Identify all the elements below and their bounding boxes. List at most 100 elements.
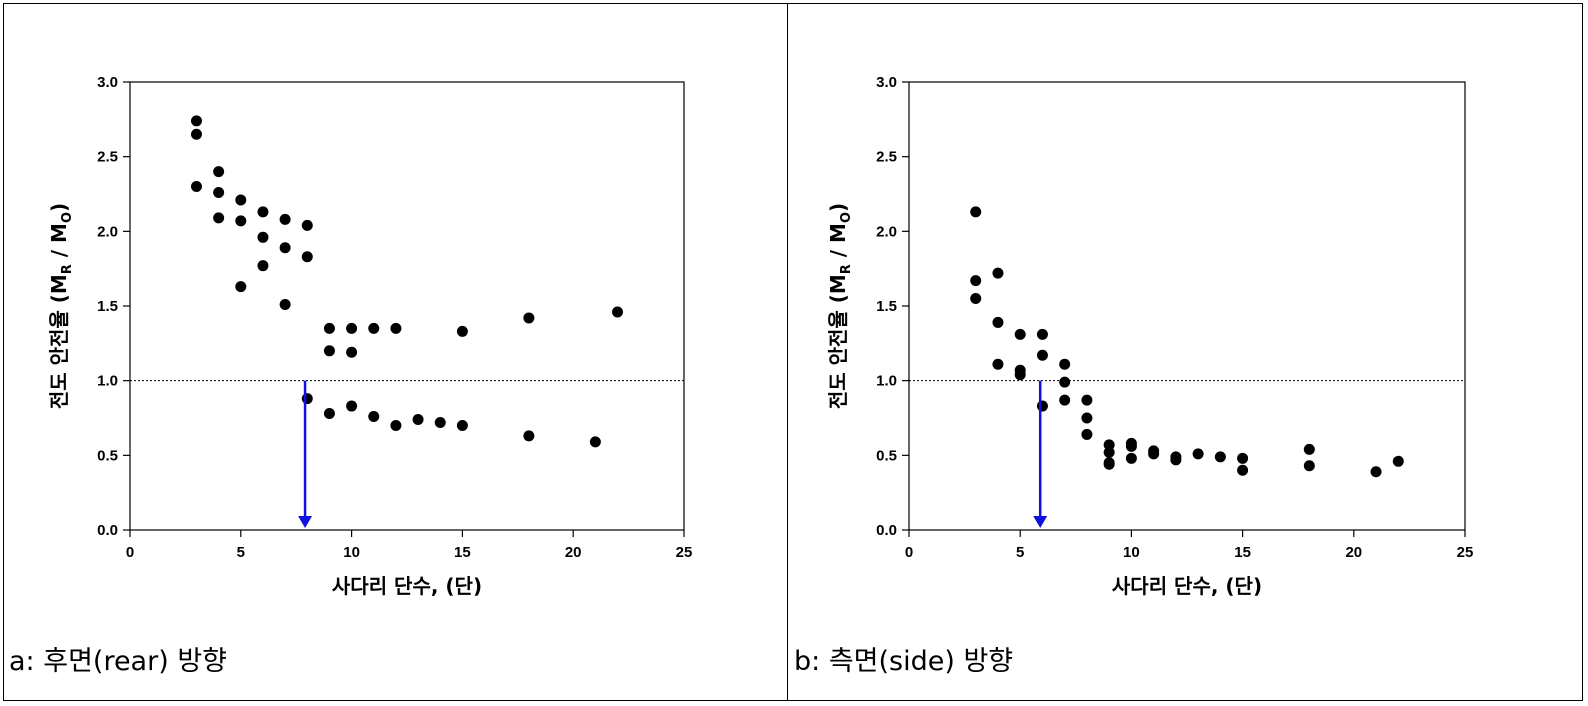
panel-b: 0 5 10 15 20 25 0.0 0.5 1.0 1.5 2.0 2.5 3.0 사다리 단수, (… <box>787 3 1583 701</box>
x-tick-label: 15 <box>454 544 471 561</box>
y-tick-label: 2.5 <box>97 149 118 166</box>
data-point <box>235 215 247 227</box>
data-point <box>301 219 313 231</box>
data-point <box>213 166 225 178</box>
data-point <box>301 251 313 263</box>
data-point <box>257 231 269 243</box>
data-point <box>1237 452 1249 464</box>
data-point <box>612 306 624 318</box>
data-point <box>992 316 1004 328</box>
x-tick-label: 20 <box>565 544 582 561</box>
data-point <box>1036 349 1048 361</box>
x-axis-title: 사다리 단수, (단) <box>332 574 482 598</box>
data-point <box>257 260 269 272</box>
chart-a: 0 5 10 15 20 25 0.0 0.5 1.0 1.5 2.0 2.5 3.0 사다리 단수, (… <box>47 74 693 598</box>
y-tick-label: 2.5 <box>876 149 897 166</box>
x-tick-label: 20 <box>1345 544 1362 561</box>
y-axis-title: 전도 안전율 (MR / MO) <box>47 203 75 409</box>
data-point <box>456 325 468 337</box>
data-point <box>190 128 202 140</box>
data-point <box>390 322 402 334</box>
y-tick-label: 3.0 <box>876 74 897 91</box>
chart-b: 0 5 10 15 20 25 0.0 0.5 1.0 1.5 2.0 2.5 3.0 사다리 단수, (… <box>826 74 1474 598</box>
data-point <box>1303 443 1315 455</box>
y-tick-label: 1.5 <box>876 298 897 315</box>
y-axis-title: 전도 안전율 (MR / MO) <box>826 203 854 409</box>
data-point <box>390 419 402 431</box>
data-point <box>1059 394 1071 406</box>
data-point <box>235 194 247 206</box>
data-point <box>523 430 535 442</box>
data-point <box>1014 328 1026 340</box>
data-point <box>1103 446 1115 458</box>
x-tick-label: 25 <box>676 544 693 561</box>
data-point <box>323 345 335 357</box>
data-point <box>1036 400 1048 412</box>
data-point <box>1214 451 1226 463</box>
data-point <box>323 408 335 420</box>
y-tick-label: 1.0 <box>97 373 118 390</box>
data-point <box>1036 328 1048 340</box>
caption-a: a: 후면(rear) 방향 <box>9 646 227 677</box>
y-tick-label: 0.5 <box>97 447 118 464</box>
data-point <box>346 322 358 334</box>
data-point <box>1081 428 1093 440</box>
y-tick-label: 0.0 <box>97 522 118 539</box>
data-point <box>992 267 1004 279</box>
data-point <box>1370 466 1382 478</box>
data-point <box>257 206 269 218</box>
data-point <box>213 212 225 224</box>
data-point <box>1237 464 1249 476</box>
data-point <box>1103 458 1115 470</box>
x-tick-label: 25 <box>1457 544 1474 561</box>
caption-b: b: 측면(side) 방향 <box>794 646 1014 677</box>
x-tick-label: 0 <box>126 544 134 561</box>
y-tick-label: 0.0 <box>876 522 897 539</box>
arrow-head <box>1033 516 1048 528</box>
data-point <box>368 411 380 423</box>
data-point <box>434 416 446 428</box>
data-point <box>279 213 291 225</box>
plot-frame <box>908 81 1466 531</box>
data-point <box>368 322 380 334</box>
data-point <box>970 293 982 305</box>
y-tick-label: 3.0 <box>97 74 118 91</box>
data-point <box>323 322 335 334</box>
data-point <box>523 312 535 324</box>
y-tick-label: 2.0 <box>97 223 118 240</box>
y-tick-label: 1.5 <box>97 298 118 315</box>
data-point <box>1059 358 1071 370</box>
data-point <box>279 242 291 254</box>
data-point <box>992 358 1004 370</box>
data-point <box>1170 454 1182 466</box>
data-point <box>346 346 358 358</box>
x-tick-label: 0 <box>905 544 913 561</box>
blue-arrow <box>1033 380 1048 528</box>
x-tick-label: 5 <box>1016 544 1024 561</box>
panel-a: 0 5 10 15 20 25 0.0 0.5 1.0 1.5 2.0 2.5 3.0 사다리 단수, (… <box>3 3 787 701</box>
data-point <box>1148 448 1160 460</box>
arrow-head <box>298 516 313 528</box>
x-axis-title: 사다리 단수, (단) <box>1112 574 1262 598</box>
data-point <box>1081 412 1093 424</box>
y-tick-label: 1.0 <box>876 373 897 390</box>
data-point <box>412 413 424 425</box>
data-point <box>346 400 358 412</box>
data-point <box>1014 369 1026 381</box>
x-tick-label: 5 <box>237 544 245 561</box>
data-point <box>213 187 225 199</box>
data-point <box>970 206 982 218</box>
y-tick-label: 2.0 <box>876 223 897 240</box>
data-point <box>1192 448 1204 460</box>
x-tick-label: 15 <box>1234 544 1251 561</box>
data-point <box>301 393 313 405</box>
data-point <box>1125 452 1137 464</box>
data-point <box>279 299 291 311</box>
x-tick-label: 10 <box>343 544 360 561</box>
data-point <box>970 275 982 287</box>
plot-frame <box>129 81 685 531</box>
data-point <box>1059 376 1071 388</box>
data-point <box>235 281 247 293</box>
data-point <box>190 115 202 127</box>
data-point <box>1081 394 1093 406</box>
